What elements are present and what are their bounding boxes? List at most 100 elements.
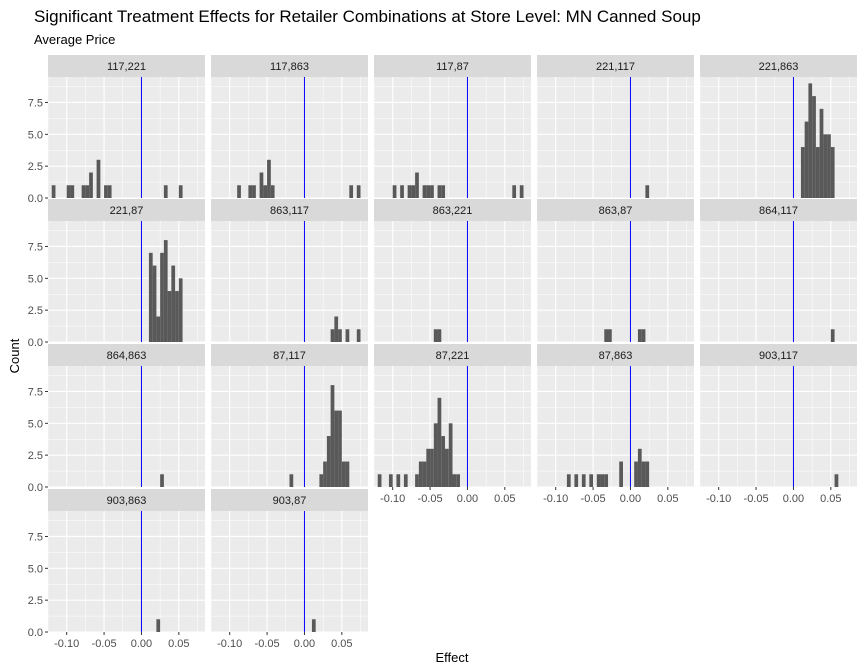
facet-strip-label: 117,863 xyxy=(270,61,309,73)
facet-strip xyxy=(211,489,368,511)
facet-strip xyxy=(211,55,368,77)
facet-strip xyxy=(374,344,531,366)
histogram-bar xyxy=(422,185,427,198)
histogram-bar xyxy=(152,265,157,342)
panel-background xyxy=(211,221,368,342)
x-tick-label: -0.10 xyxy=(217,638,242,650)
histogram-bar xyxy=(334,316,339,342)
panel-background xyxy=(374,221,531,342)
histogram-bar xyxy=(645,461,650,487)
chart-title: Significant Treatment Effects for Retail… xyxy=(34,7,701,26)
histogram-bar xyxy=(830,329,835,342)
histogram-bar xyxy=(415,474,419,487)
histogram-bar xyxy=(600,474,605,487)
histogram-bar xyxy=(349,185,354,198)
chart-subtitle: Average Price xyxy=(34,32,115,47)
histogram-bar xyxy=(437,185,442,198)
histogram-bar xyxy=(634,461,638,487)
x-tick-label: 0.05 xyxy=(494,493,515,505)
histogram-bar xyxy=(248,185,253,198)
x-tick-label: -0.05 xyxy=(255,638,280,650)
facet-strip-label: 221,863 xyxy=(759,61,799,73)
histogram-bar xyxy=(456,474,460,487)
histogram-bar xyxy=(252,185,256,198)
y-tick-label: 5.0 xyxy=(28,418,43,430)
x-tick-label: -0.05 xyxy=(581,493,606,505)
facet-strip xyxy=(537,344,694,366)
facet-strip-label: 117,87 xyxy=(436,61,469,73)
histogram-bar xyxy=(441,436,446,487)
y-tick-label: 5.0 xyxy=(28,129,43,141)
histogram-bar xyxy=(334,410,339,487)
histogram-bar xyxy=(830,147,835,198)
x-tick-label: 0.05 xyxy=(820,493,841,505)
y-tick-label: 5.0 xyxy=(28,563,43,575)
facet-strip-label: 87,221 xyxy=(436,350,470,362)
facet-strip-label: 863,117 xyxy=(270,205,309,217)
facet-strip xyxy=(700,344,857,366)
y-tick-label: 2.5 xyxy=(28,161,43,173)
facet-strip-label: 87,117 xyxy=(273,350,306,362)
facet-strip xyxy=(48,199,205,221)
histogram-bar xyxy=(834,474,839,487)
x-tick-label: -0.05 xyxy=(92,638,117,650)
facet-strip-label: 117,221 xyxy=(107,61,146,73)
histogram-bar xyxy=(311,619,316,632)
histogram-bar xyxy=(156,316,161,342)
facet-strip xyxy=(48,489,205,511)
histogram-bar xyxy=(263,185,268,198)
panel-background xyxy=(537,77,694,198)
facet-strip xyxy=(48,55,205,77)
panel-background xyxy=(700,221,857,342)
facet-panel: 117,863 xyxy=(210,55,368,199)
histogram-bar xyxy=(319,474,324,487)
histogram-bar xyxy=(452,474,457,487)
histogram-bar xyxy=(171,265,176,342)
histogram-bar xyxy=(596,474,601,487)
facet-panel: 117,87 xyxy=(373,55,531,199)
histogram-bar xyxy=(51,185,56,198)
histogram-bar xyxy=(566,474,571,487)
histogram-bar xyxy=(163,185,168,198)
histogram-bar xyxy=(519,185,524,198)
facet-panel: 864,863 0.0 2.5 5.0 7.5 xyxy=(28,344,205,494)
histogram-bar xyxy=(66,185,71,198)
histogram-bar xyxy=(163,240,168,342)
panel-background xyxy=(48,77,205,198)
histogram-bar xyxy=(85,185,90,198)
histogram-bar xyxy=(800,147,805,198)
histogram-bar xyxy=(411,185,416,198)
histogram-bar xyxy=(441,185,446,198)
facet-panel: 221,117 xyxy=(536,55,694,199)
histogram-bar xyxy=(433,423,438,487)
histogram-bar xyxy=(167,291,172,342)
y-tick-label: 7.5 xyxy=(28,386,43,398)
histogram-bar xyxy=(819,108,824,198)
histogram-bar xyxy=(637,448,642,487)
histogram-bar xyxy=(178,278,183,342)
y-tick-label: 7.5 xyxy=(28,241,43,253)
y-tick-label: 5.0 xyxy=(28,273,43,285)
histogram-bar xyxy=(175,291,179,342)
facet-panel: 117,221 0.0 2.5 5.0 7.5 xyxy=(28,55,205,205)
histogram-bar xyxy=(608,329,612,342)
facet-panel: 864,117 xyxy=(699,199,857,343)
x-tick-label: 0.00 xyxy=(620,493,641,505)
facet-panel: 903,87 -0.10 -0.05 0.00 0.05 xyxy=(210,489,368,650)
histogram-bar xyxy=(415,172,419,198)
histogram-bar xyxy=(81,185,86,198)
x-tick-label: -0.10 xyxy=(706,493,731,505)
histogram-bar xyxy=(812,96,816,198)
facet-strip-label: 863,87 xyxy=(599,205,633,217)
histogram-bar xyxy=(589,474,594,487)
histogram-bar xyxy=(356,329,361,342)
histogram-bar xyxy=(326,436,331,487)
facet-strip xyxy=(537,199,694,221)
facet-strip xyxy=(211,199,368,221)
x-tick-label: -0.10 xyxy=(380,493,405,505)
histogram-bar xyxy=(289,474,294,487)
histogram-bar xyxy=(160,252,164,342)
histogram-bar xyxy=(356,185,361,198)
histogram-bar xyxy=(641,461,646,487)
